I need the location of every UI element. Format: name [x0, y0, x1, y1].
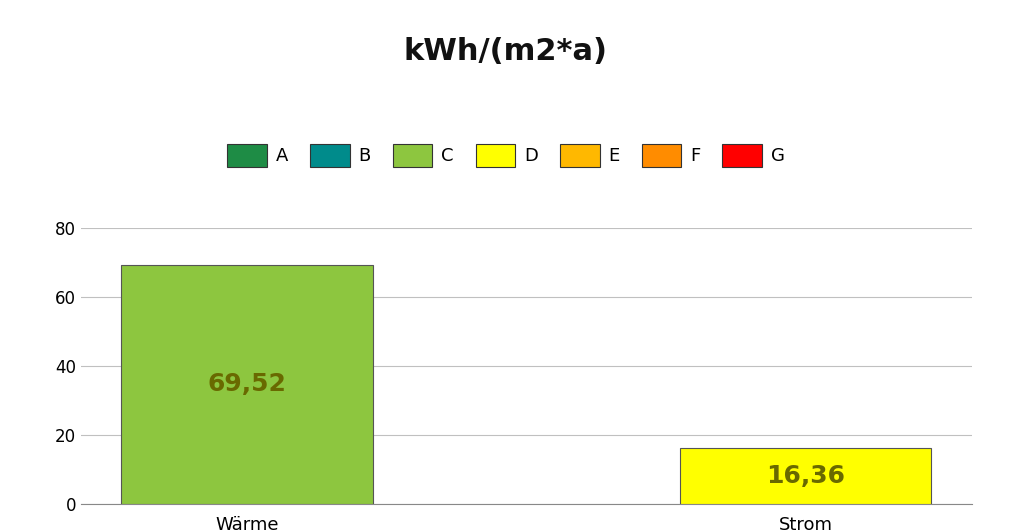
Text: kWh/(m2*a): kWh/(m2*a) [403, 37, 608, 66]
Text: 16,36: 16,36 [765, 464, 844, 488]
Legend: A, B, C, D, E, F, G: A, B, C, D, E, F, G [219, 136, 792, 174]
Text: 69,52: 69,52 [207, 372, 286, 397]
Bar [679, 448, 930, 504]
Bar [121, 264, 372, 504]
